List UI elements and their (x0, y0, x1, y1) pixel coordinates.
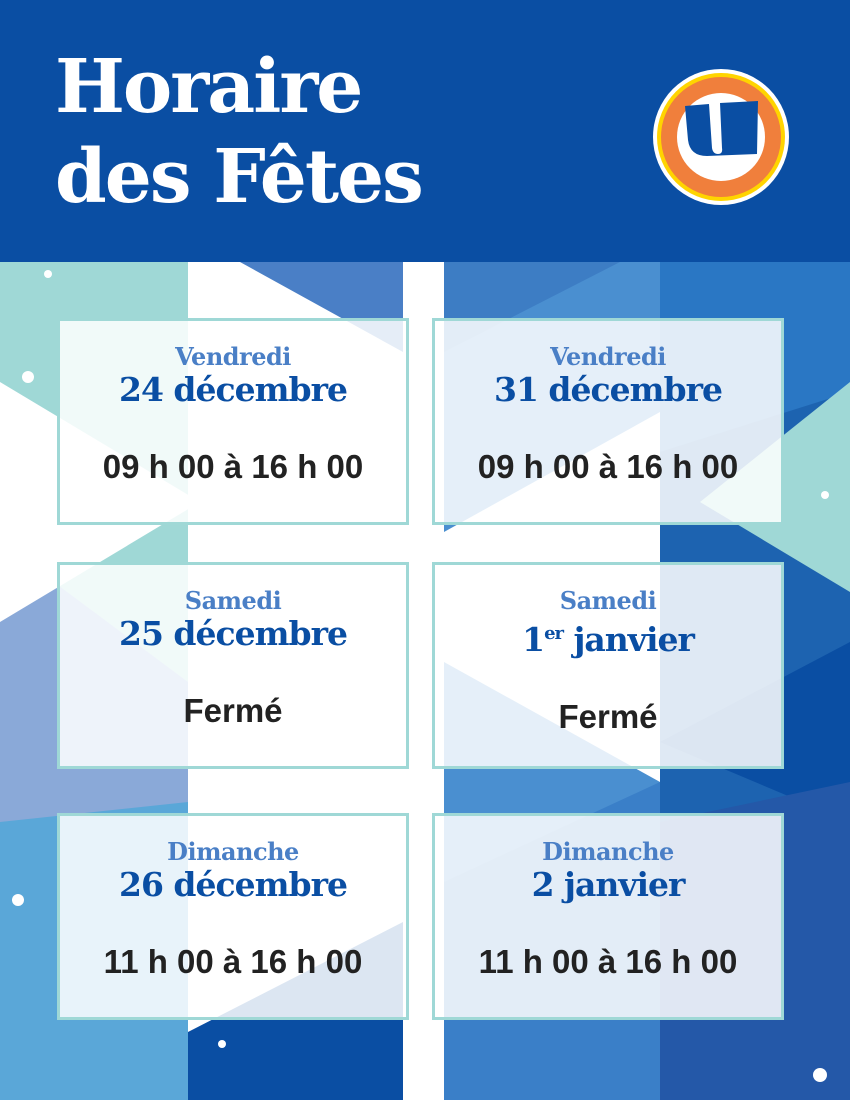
day-name: Vendredi (175, 342, 291, 371)
hours: 11 h 00 à 16 h 00 (103, 943, 363, 980)
hours: 09 h 00 à 16 h 00 (102, 448, 364, 485)
date: 31 décembre (494, 370, 723, 409)
date: 26 décembre (119, 865, 348, 904)
schedule-card: Dimanche 2 janvier 11 h 00 à 16 h 00 (432, 813, 784, 1020)
day-name: Samedi (559, 586, 657, 615)
date-number: 1 (522, 620, 545, 659)
schedule-card: Samedi 25 décembre Fermé (57, 562, 409, 769)
date: 25 décembre (119, 614, 348, 653)
day-name: Samedi (184, 586, 282, 615)
date-month: janvier (563, 620, 694, 659)
date-ordinal: er (544, 623, 564, 644)
day-name: Dimanche (542, 837, 674, 866)
header: Horaire des Fêtes (0, 0, 850, 262)
hours: 11 h 00 à 16 h 00 (478, 943, 738, 980)
hours: Fermé (558, 698, 658, 735)
schedule-card: Samedi 1er janvier Fermé (432, 562, 784, 769)
date: 2 janvier (531, 865, 686, 904)
schedule-card: Vendredi 24 décembre 09 h 00 à 16 h 00 (57, 318, 409, 525)
day-name: Dimanche (167, 837, 299, 866)
title-line-1: Horaire (55, 44, 363, 130)
day-name: Vendredi (550, 342, 666, 371)
date: 24 décembre (119, 370, 348, 409)
hours: Fermé (183, 692, 283, 729)
u-logo-icon (653, 69, 789, 205)
schedule-card: Vendredi 31 décembre 09 h 00 à 16 h 00 (432, 318, 784, 525)
schedule-card: Dimanche 26 décembre 11 h 00 à 16 h 00 (57, 813, 409, 1020)
page-title: Horaire des Fêtes (55, 42, 424, 222)
title-line-2: des Fêtes (55, 134, 424, 220)
hours: 09 h 00 à 16 h 00 (477, 448, 739, 485)
date: 1er janvier (435, 615, 781, 659)
